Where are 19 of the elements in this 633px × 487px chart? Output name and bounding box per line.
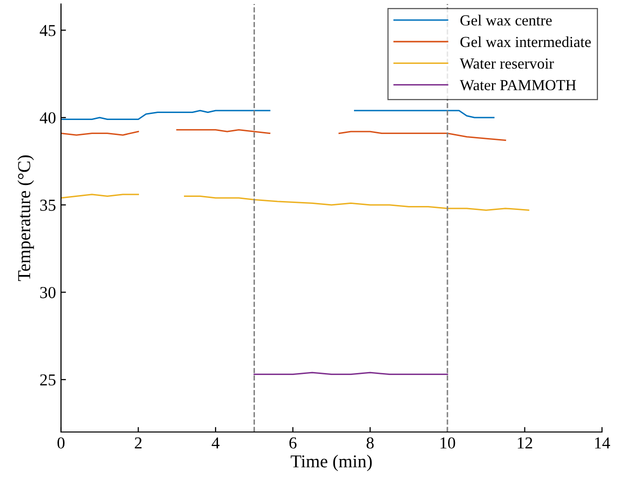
x-tick-label: 4 bbox=[212, 437, 220, 448]
y-axis-title: Temperature (°C) bbox=[18, 155, 34, 282]
y-tick-label: 35 bbox=[40, 200, 56, 211]
y-tick-label: 45 bbox=[40, 25, 56, 36]
legend-label: Gel wax centre bbox=[460, 14, 552, 26]
x-tick-label: 10 bbox=[440, 437, 456, 449]
x-tick-label: 2 bbox=[134, 437, 142, 448]
legend-label: Gel wax intermediate bbox=[460, 36, 591, 48]
x-axis-title: Time (min) bbox=[290, 454, 372, 472]
x-tick-label: 8 bbox=[366, 437, 374, 449]
y-tick-label: 40 bbox=[40, 112, 56, 124]
y-tick-label: 30 bbox=[40, 286, 56, 298]
legend-label: Water reservoir bbox=[460, 58, 554, 69]
x-tick-label: 12 bbox=[518, 437, 532, 448]
legend-label: Water PAMMOTH bbox=[460, 80, 576, 90]
x-tick-label: 0 bbox=[57, 437, 65, 449]
x-tick-label: 14 bbox=[595, 437, 610, 448]
x-tick-label: 6 bbox=[289, 437, 297, 449]
y-tick-label: 25 bbox=[40, 374, 56, 386]
